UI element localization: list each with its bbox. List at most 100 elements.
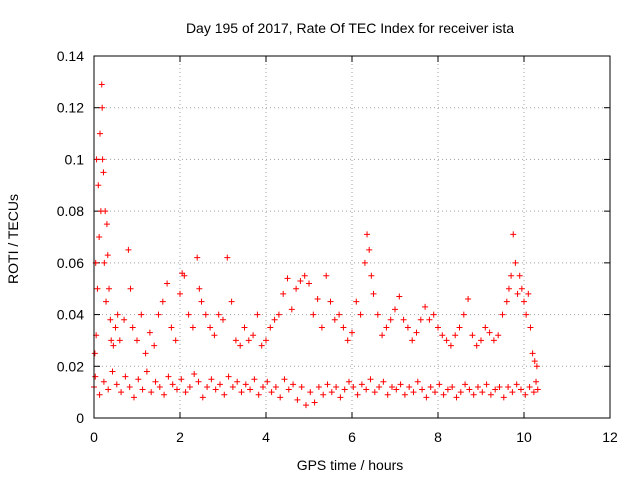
data-point [392, 306, 398, 313]
data-point [349, 329, 355, 336]
data-point [105, 386, 112, 393]
data-point [456, 324, 463, 331]
x-tick-label: 6 [348, 429, 356, 445]
data-point [225, 373, 232, 380]
data-point [212, 386, 219, 393]
data-point [388, 383, 395, 390]
data-point [486, 329, 493, 336]
data-point [492, 386, 499, 393]
data-point [106, 285, 113, 292]
data-point [457, 389, 464, 396]
data-point [284, 275, 291, 282]
data-point [310, 311, 317, 318]
data-point [92, 373, 99, 380]
data-point [406, 383, 413, 390]
data-point [436, 381, 443, 388]
x-tick-label: 4 [262, 429, 270, 445]
data-point [186, 383, 193, 390]
data-point [164, 280, 171, 287]
data-point [514, 290, 521, 297]
data-point [208, 376, 215, 383]
data-point [96, 234, 103, 240]
data-point [93, 156, 100, 163]
data-point [341, 386, 348, 393]
data-point [452, 332, 459, 339]
data-point [129, 324, 136, 331]
data-points [91, 81, 541, 409]
y-tick-label: 0.04 [57, 307, 84, 323]
data-point [254, 311, 261, 318]
data-point [306, 280, 312, 287]
data-point [324, 381, 331, 388]
data-point [109, 368, 116, 375]
data-point [499, 311, 506, 318]
data-point [251, 376, 258, 383]
data-point [487, 391, 494, 398]
data-point [267, 324, 274, 331]
data-point [401, 391, 408, 398]
grid-lines [94, 56, 610, 418]
data-point [426, 316, 433, 323]
data-point [247, 386, 254, 393]
data-point [103, 221, 110, 228]
data-point [534, 386, 541, 393]
data-point [413, 329, 420, 336]
data-point [98, 81, 105, 88]
data-point [182, 389, 189, 396]
data-point [271, 316, 278, 323]
data-point [250, 332, 257, 339]
data-point [363, 386, 370, 393]
data-point [526, 383, 533, 390]
data-point [410, 389, 417, 396]
y-tick-label: 0.14 [57, 48, 84, 64]
data-point [181, 272, 188, 279]
data-point [397, 381, 404, 388]
data-point [194, 254, 201, 261]
data-point [169, 381, 176, 388]
data-point [315, 383, 322, 390]
data-point [466, 386, 473, 393]
data-point [135, 376, 142, 383]
data-point [277, 394, 284, 401]
data-point [380, 378, 387, 385]
data-point [431, 389, 438, 396]
data-point [100, 378, 107, 385]
data-point [505, 285, 512, 292]
data-point [344, 337, 351, 344]
data-point [444, 386, 451, 393]
data-point [113, 381, 120, 388]
plot-frame [93, 55, 611, 419]
data-point [443, 337, 450, 344]
data-point [379, 332, 386, 339]
data-point [422, 303, 429, 310]
data-point [358, 381, 365, 388]
data-point [255, 391, 262, 398]
data-point [512, 259, 519, 266]
data-point [143, 368, 150, 375]
data-point [102, 208, 109, 215]
data-point [101, 259, 108, 266]
data-point [345, 378, 352, 385]
data-point [142, 350, 149, 357]
data-point [134, 337, 140, 344]
y-tick-label: 0.12 [57, 100, 84, 116]
data-point [371, 389, 378, 396]
data-point [288, 306, 295, 313]
data-point [527, 324, 534, 331]
data-point [384, 391, 391, 398]
data-point [368, 272, 375, 279]
data-point [404, 324, 411, 331]
data-point [350, 383, 357, 390]
data-point [258, 342, 265, 349]
data-point [508, 272, 515, 279]
data-point [516, 272, 523, 279]
data-point [361, 259, 368, 266]
data-point [242, 381, 249, 388]
data-point [104, 252, 111, 259]
data-point [268, 389, 275, 396]
data-point [159, 298, 166, 305]
data-point [234, 378, 241, 385]
chart-title: Day 195 of 2017, Rate Of TEC Index for r… [186, 20, 514, 36]
data-point [95, 182, 102, 189]
data-point [323, 272, 330, 279]
